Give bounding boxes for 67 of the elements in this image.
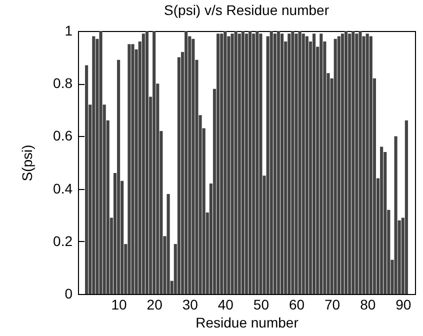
bar: [238, 34, 241, 294]
y-axis-title: S(psi): [19, 144, 36, 182]
bar: [348, 34, 352, 294]
y-tick-label: 1: [64, 22, 73, 38]
bar: [244, 34, 248, 294]
bar: [131, 44, 134, 294]
y-tick-label: 0.6: [53, 128, 73, 144]
bar: [404, 120, 408, 294]
x-tick-label: 10: [111, 296, 128, 312]
bar: [352, 31, 355, 294]
bar: [320, 34, 323, 294]
bar: [252, 34, 256, 294]
bar: [369, 36, 372, 294]
x-tick-label: 90: [396, 296, 412, 312]
bar: [184, 31, 188, 294]
bar: [380, 146, 384, 294]
y-tick-label: 0: [64, 286, 73, 302]
bar: [230, 34, 234, 294]
bar: [248, 31, 252, 294]
bar: [152, 31, 156, 294]
bar: [166, 194, 170, 294]
bar: [394, 136, 398, 294]
bar: [234, 31, 238, 294]
bar: [220, 34, 224, 294]
bar: [355, 34, 358, 294]
bar: [298, 31, 302, 294]
bar: [256, 31, 259, 294]
bar: [270, 31, 273, 294]
x-tick-label: 80: [360, 296, 376, 312]
bar: [291, 31, 294, 294]
bar: [142, 34, 145, 294]
bar: [312, 34, 316, 294]
x-tick-label: 20: [146, 296, 163, 312]
bar: [358, 31, 362, 294]
bar: [192, 38, 195, 294]
bar: [128, 44, 131, 294]
chart-title: S(psi) v/s Residue number: [164, 2, 330, 18]
bar: [305, 36, 308, 294]
bar: [294, 34, 298, 294]
x-axis-title: Residue number: [196, 314, 299, 330]
bar: [259, 34, 262, 294]
bar: [224, 31, 227, 294]
y-tick-label: 0.8: [53, 75, 73, 92]
bar: [280, 34, 284, 294]
x-tick-label: 40: [218, 296, 234, 312]
x-tick-label: 60: [288, 296, 305, 312]
x-tick-label: 30: [182, 296, 198, 312]
bar: [85, 65, 88, 294]
x-tick-label: 70: [324, 296, 340, 312]
bar: [117, 60, 120, 294]
bar: [334, 38, 337, 294]
bar: [340, 34, 344, 294]
bar: [99, 31, 102, 294]
bar: [145, 31, 149, 294]
bar: [92, 36, 96, 294]
bar: [366, 34, 369, 294]
bar: [216, 34, 220, 294]
bar: [337, 36, 340, 294]
bar: [302, 34, 305, 294]
y-tick-label: 0.2: [53, 232, 73, 249]
bar: [288, 34, 291, 294]
bar: [276, 31, 280, 294]
bar: [344, 31, 348, 294]
y-tick-label: 0.4: [53, 180, 73, 196]
bar: [273, 34, 276, 294]
bar: [241, 31, 244, 294]
x-tick-label: 50: [253, 296, 270, 312]
